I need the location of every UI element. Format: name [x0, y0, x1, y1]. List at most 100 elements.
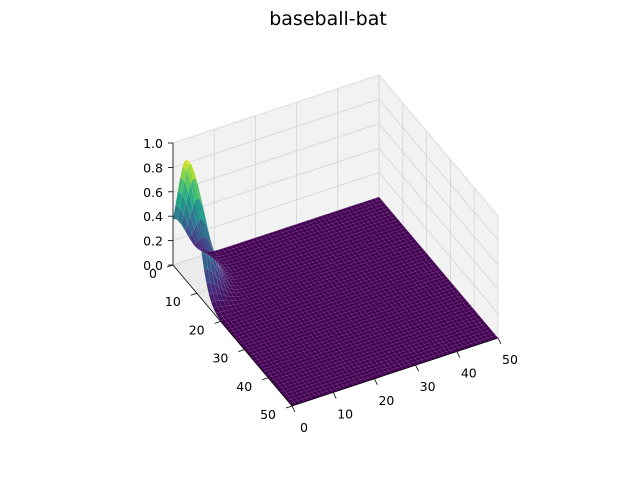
surface-face	[431, 351, 439, 356]
surface-face	[283, 388, 292, 394]
surface-face	[438, 334, 446, 340]
surface-face	[268, 239, 276, 244]
surface-face	[309, 250, 317, 256]
surface-face	[345, 274, 353, 280]
surface-face	[410, 246, 419, 251]
surface-face	[341, 319, 349, 325]
surface-face	[319, 294, 327, 299]
surface-face	[239, 248, 247, 254]
surface-face	[291, 260, 299, 265]
surface-face	[384, 326, 392, 332]
surface-face	[376, 336, 384, 342]
surface-face	[366, 318, 374, 324]
surface-face	[349, 204, 358, 210]
x-tick-mark	[456, 351, 461, 358]
surface-face	[282, 374, 290, 380]
surface-face	[353, 239, 361, 245]
surface-face	[343, 253, 351, 259]
surface-face	[357, 307, 365, 312]
surface-face	[385, 247, 393, 252]
surface-face	[365, 235, 373, 241]
x-tick-label: 30	[420, 379, 436, 394]
surface-face	[255, 243, 263, 248]
surface-face	[329, 211, 337, 217]
surface-face	[255, 286, 263, 292]
surface-face	[422, 260, 430, 265]
surface-face	[397, 236, 405, 241]
surface-face	[353, 365, 362, 371]
surface-face	[384, 240, 393, 245]
surface-face	[230, 269, 238, 274]
surface-face	[347, 227, 355, 232]
surface-face	[308, 268, 317, 274]
y-tick-mark	[190, 292, 197, 296]
surface-face	[364, 221, 372, 227]
surface-face	[328, 385, 336, 390]
surface-face	[226, 270, 234, 274]
surface-face	[348, 241, 357, 246]
surface-face	[312, 235, 320, 240]
surface-face	[284, 284, 293, 289]
surface-face	[415, 276, 424, 282]
surface-face	[306, 222, 315, 228]
surface-face	[263, 258, 271, 264]
surface-face	[309, 369, 317, 375]
surface-face	[303, 306, 312, 312]
surface-face	[443, 278, 451, 284]
surface-face	[379, 277, 388, 283]
surface-face	[371, 367, 379, 373]
surface-face	[295, 309, 303, 314]
surface-face	[328, 298, 336, 304]
surface-face	[299, 232, 307, 238]
surface-face	[321, 308, 329, 313]
axis-lines	[172, 143, 499, 407]
surface-face	[205, 251, 213, 255]
surface-face	[388, 257, 396, 262]
surface-face	[398, 268, 406, 273]
surface-face	[230, 244, 238, 250]
surface-face	[405, 251, 413, 257]
surface-face	[267, 300, 275, 306]
surface-face	[335, 238, 344, 244]
surface-face	[282, 263, 291, 268]
surface-face	[336, 245, 344, 251]
pane-back-yz	[379, 75, 498, 338]
surface-face	[203, 269, 211, 284]
surface-face	[463, 315, 472, 320]
y-tick-label: 30	[212, 351, 228, 366]
surface-face	[346, 220, 355, 225]
grid-line-z	[378, 123, 499, 266]
surface-face	[185, 223, 193, 239]
surface-face	[413, 255, 422, 261]
surface-face	[391, 285, 399, 290]
surface-face	[412, 328, 420, 334]
surface-face	[368, 339, 376, 345]
grid-line-z	[172, 147, 380, 217]
surface-face	[239, 317, 247, 322]
surface-face	[352, 258, 360, 263]
surface-face	[335, 231, 343, 237]
surface-face	[386, 210, 394, 216]
surface-face	[368, 220, 376, 226]
y-axis-line	[172, 264, 293, 407]
surface-face	[337, 284, 346, 290]
surface-face	[315, 252, 324, 257]
surface-face	[391, 216, 399, 222]
surface-face	[326, 252, 334, 257]
surface-face	[351, 218, 359, 224]
surface-face	[314, 324, 322, 330]
surface-face	[361, 262, 369, 268]
surface-face	[316, 233, 324, 239]
surface-face	[378, 263, 386, 269]
surface-face	[398, 250, 406, 255]
surface-face	[374, 247, 383, 252]
surface-face	[278, 332, 286, 338]
surface-face	[293, 288, 301, 293]
surface-face	[362, 207, 371, 213]
surface-face	[259, 241, 268, 247]
surface-face	[454, 310, 463, 316]
surface-face	[252, 251, 260, 257]
surface-face	[427, 316, 436, 321]
surface-face	[282, 230, 290, 236]
